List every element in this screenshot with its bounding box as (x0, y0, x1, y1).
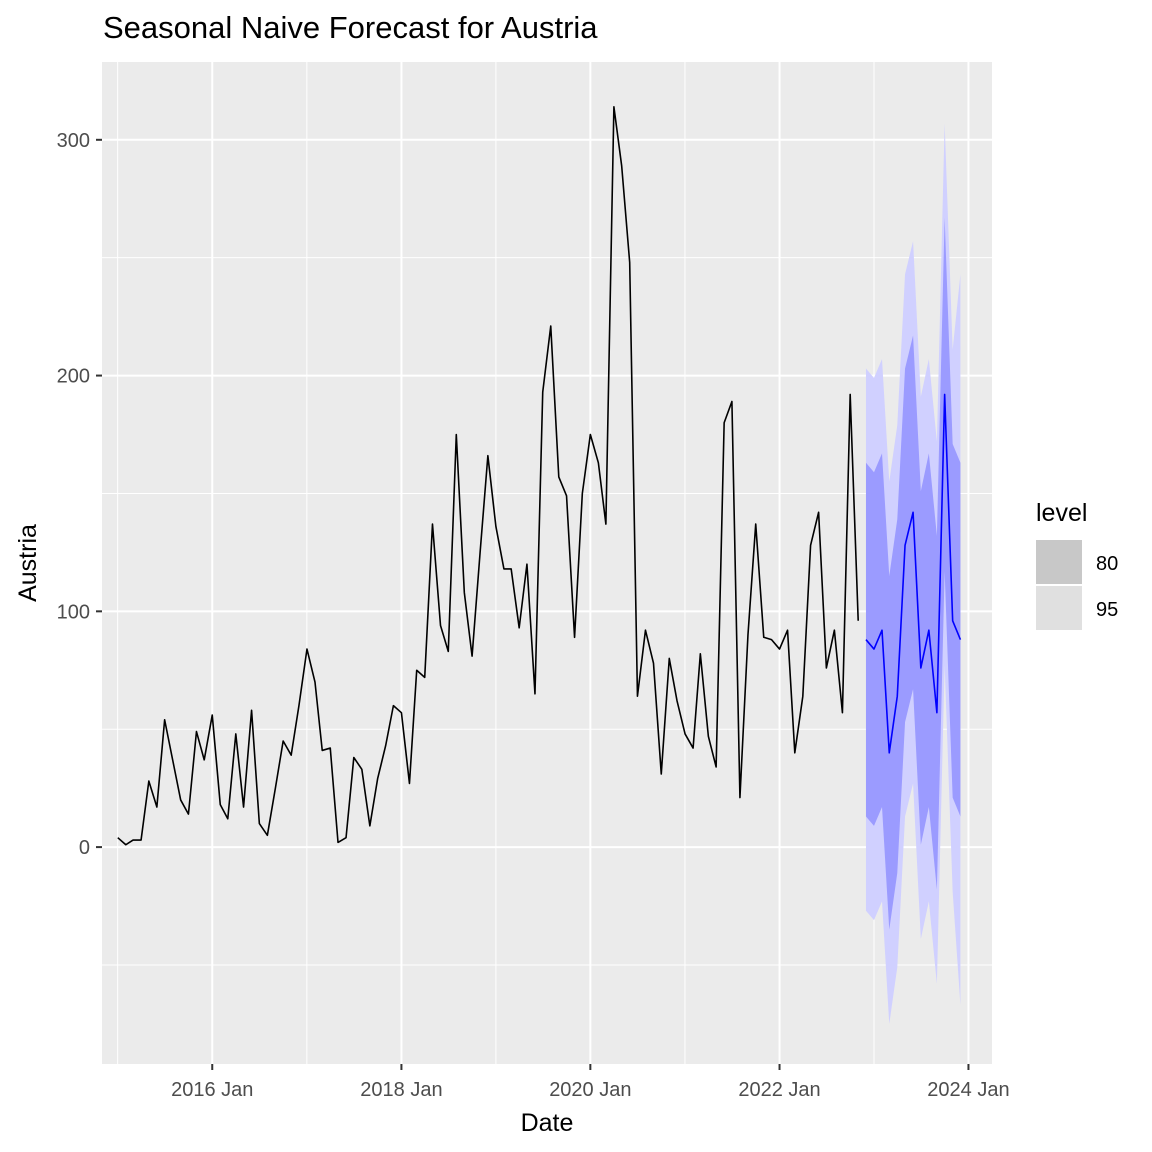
x-tick-label: 2018 Jan (360, 1079, 442, 1101)
plot-panel (102, 62, 992, 1064)
y-tick-label: 100 (57, 601, 90, 623)
grid-minor (102, 62, 992, 1064)
y-tick-label: 200 (57, 366, 90, 388)
series-line-forecast (865, 393, 962, 754)
x-tick-label: 2016 Jan (171, 1079, 253, 1101)
legend-key-80 (1036, 540, 1082, 584)
x-axis-title: Date (521, 1109, 574, 1137)
legend-key-95 (1036, 586, 1082, 630)
series-lines (117, 106, 962, 846)
y-tick-label: 300 (57, 130, 90, 152)
y-tick-label: 0 (79, 837, 90, 859)
legend-label: 80 (1096, 553, 1118, 575)
legend: level 80 95 (1036, 499, 1118, 630)
legend-title: level (1036, 499, 1087, 527)
axes: 0 100 200 300 2016 Jan 2018 Jan 2020 Jan 2022 J… (57, 130, 1010, 1101)
x-tick-label: 2022 Jan (738, 1079, 820, 1101)
series-line-observed (117, 106, 859, 846)
chart-title: Seasonal Naive Forecast for Austria (103, 10, 598, 45)
x-tick-label: 2020 Jan (549, 1079, 631, 1101)
y-axis-title: Austria (14, 524, 42, 602)
grid-major (102, 62, 992, 1064)
x-tick-label: 2024 Jan (927, 1079, 1009, 1101)
legend-label: 95 (1096, 599, 1118, 621)
